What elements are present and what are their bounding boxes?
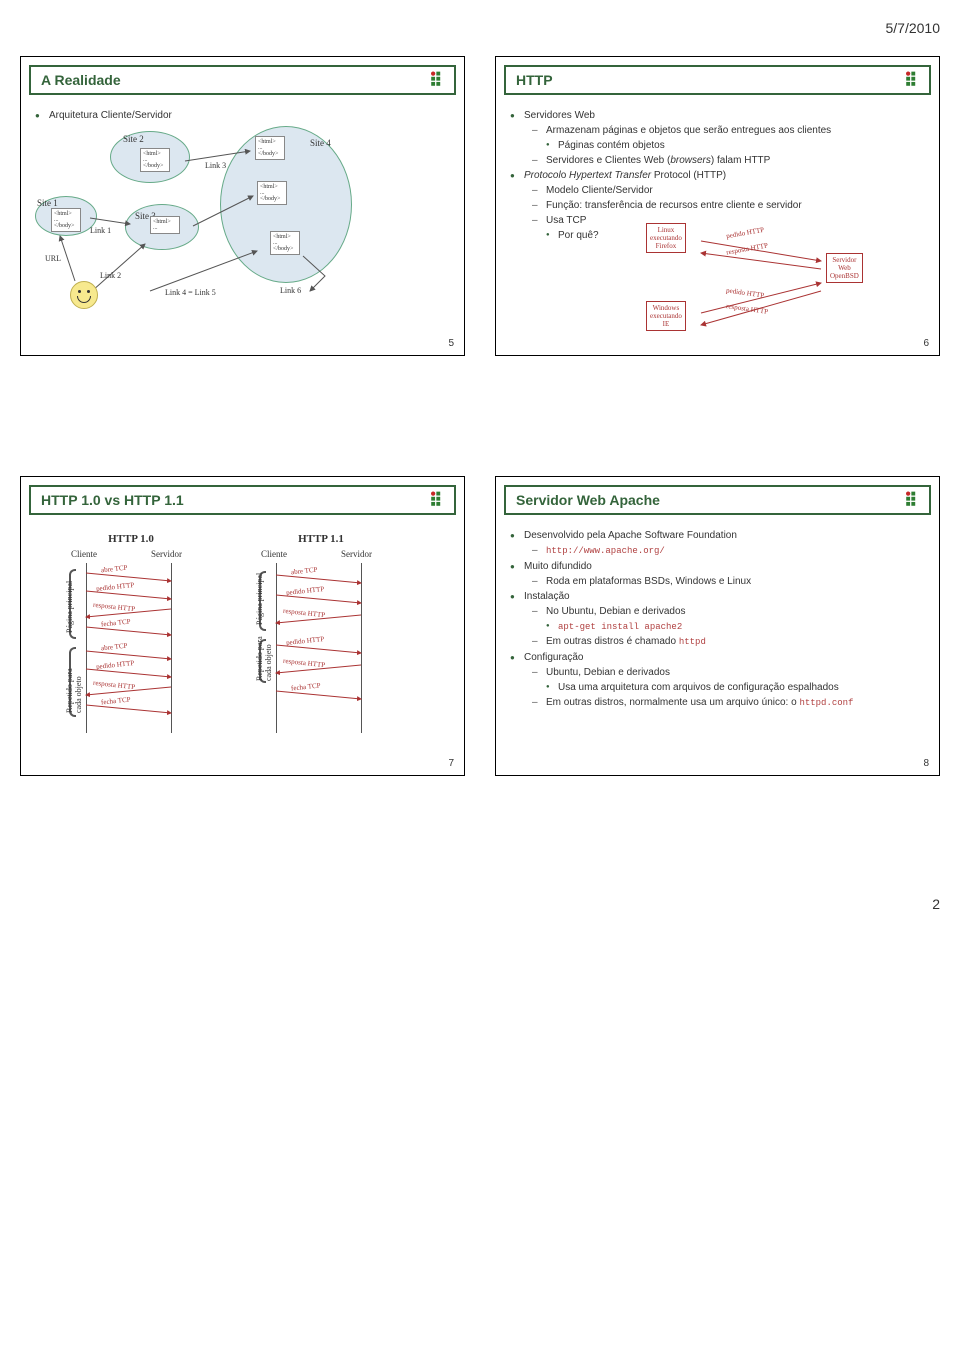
client-windows-box: WindowsexecutandoIE (646, 301, 686, 331)
label-link45: Link 4 = Link 5 (165, 288, 216, 297)
label-link6: Link 6 (280, 286, 301, 295)
bullet: Muito difundido (510, 560, 925, 573)
side-label-repeat: Repetido paracada objeto (65, 668, 83, 713)
file-box: <html>... (150, 216, 180, 234)
bullet: No Ubuntu, Debian e derivados (510, 605, 925, 618)
bullet: Servidores e Clientes Web (browsers) fal… (510, 154, 925, 167)
bullet: Protocolo Hypertext Transfer Protocol (H… (510, 169, 925, 182)
slide-title: HTTP (516, 72, 553, 88)
slide-body: Desenvolvido pela Apache Software Founda… (496, 523, 939, 755)
label-site2: Site 2 (123, 134, 144, 144)
slide-title: Servidor Web Apache (516, 492, 660, 508)
slide-title: A Realidade (41, 72, 121, 88)
file-box: <html>...</body> (257, 181, 287, 205)
bullet: Armazenam páginas e objetos que serão en… (510, 124, 925, 137)
slide-8: Servidor Web Apache Desenvolvido pela Ap… (495, 476, 940, 776)
side-label-repeat: Repetido paracada objeto (255, 636, 273, 681)
side-label-main: Página principal (255, 573, 264, 625)
bullet: apt-get install apache2 (510, 620, 925, 634)
http-diagram: LinuxexecutandoFirefox Windowsexecutando… (646, 223, 896, 333)
slide-number: 5 (448, 338, 454, 349)
bullet: Arquitetura Cliente/Servidor (35, 109, 450, 122)
bullet: Roda em plataformas BSDs, Windows e Linu… (510, 575, 925, 588)
server-box: ServidorWebOpenBSD (826, 253, 863, 283)
slide-number: 8 (923, 758, 929, 769)
slide-number: 7 (448, 758, 454, 769)
slides-row-1: A Realidade Arquitetura Cliente/Servidor (20, 56, 940, 356)
bullet: Em outras distros é chamado httpd (510, 635, 925, 649)
if-logo-icon (905, 491, 919, 509)
file-box: <html>...</body> (255, 136, 285, 160)
label-link2: Link 2 (100, 271, 121, 280)
http-res-label: resposta HTTP (726, 241, 769, 256)
page-number: 2 (20, 896, 940, 912)
sequence-http11: HTTP 1.1 Cliente Servidor abre TCP pedid… (241, 533, 401, 743)
smiley-icon (70, 281, 98, 309)
if-logo-icon (430, 71, 444, 89)
bullet: Ubuntu, Debian e derivados (510, 666, 925, 679)
slides-row-2: HTTP 1.0 vs HTTP 1.1 HTTP 1.0 Cliente Se… (20, 476, 940, 776)
slide-title: HTTP 1.0 vs HTTP 1.1 (41, 492, 184, 508)
label-site1: Site 1 (37, 198, 58, 208)
bullet: Instalação (510, 590, 925, 603)
page-date: 5/7/2010 (20, 20, 940, 36)
bullet: Modelo Cliente/Servidor (510, 184, 925, 197)
bullet: Configuração (510, 651, 925, 664)
slide-body: Arquitetura Cliente/Servidor (21, 103, 464, 335)
slide-header: A Realidade (29, 65, 456, 95)
client-linux-box: LinuxexecutandoFirefox (646, 223, 686, 253)
slide-6: HTTP Servidores Web Armazenam páginas e o… (495, 56, 940, 356)
slide-body: HTTP 1.0 Cliente Servidor abre TCP (21, 523, 464, 775)
bullet: Servidores Web (510, 109, 925, 122)
network-diagram: Site 1 Site 2 Site 3 Site 4 <html>...</b… (35, 126, 450, 326)
slide-number: 6 (923, 338, 929, 349)
file-box: <html>...</body> (270, 231, 300, 255)
bullet: http://www.apache.org/ (510, 544, 925, 558)
slide-5: A Realidade Arquitetura Cliente/Servidor (20, 56, 465, 356)
slide-header: HTTP 1.0 vs HTTP 1.1 (29, 485, 456, 515)
slide-body: Servidores Web Armazenam páginas e objeto… (496, 103, 939, 335)
bullet: Função: transferência de recursos entre … (510, 199, 925, 212)
bullet: Páginas contém objetos (510, 139, 925, 152)
bullet: Em outras distros, normalmente usa um ar… (510, 696, 925, 710)
slide-header: HTTP (504, 65, 931, 95)
http-req-label: pedido HTTP (726, 286, 765, 299)
slide-header: Servidor Web Apache (504, 485, 931, 515)
label-link1: Link 1 (90, 226, 111, 235)
http-req-label: pedido HTTP (726, 226, 765, 241)
side-label-main: Página principal (65, 581, 74, 633)
slide-7: HTTP 1.0 vs HTTP 1.1 HTTP 1.0 Cliente Se… (20, 476, 465, 776)
if-logo-icon (905, 71, 919, 89)
label-site4: Site 4 (310, 138, 331, 148)
label-link3: Link 3 (205, 161, 226, 170)
if-logo-icon (430, 491, 444, 509)
bullet: Desenvolvido pela Apache Software Founda… (510, 529, 925, 542)
label-url: URL (45, 254, 61, 263)
file-box: <html>...</body> (51, 208, 81, 232)
http-res-label: resposta HTTP (726, 302, 769, 316)
file-box: <html>...</body> (140, 148, 170, 172)
sequence-http10: HTTP 1.0 Cliente Servidor abre TCP (51, 533, 211, 743)
bullet: Usa uma arquitetura com arquivos de conf… (510, 681, 925, 694)
